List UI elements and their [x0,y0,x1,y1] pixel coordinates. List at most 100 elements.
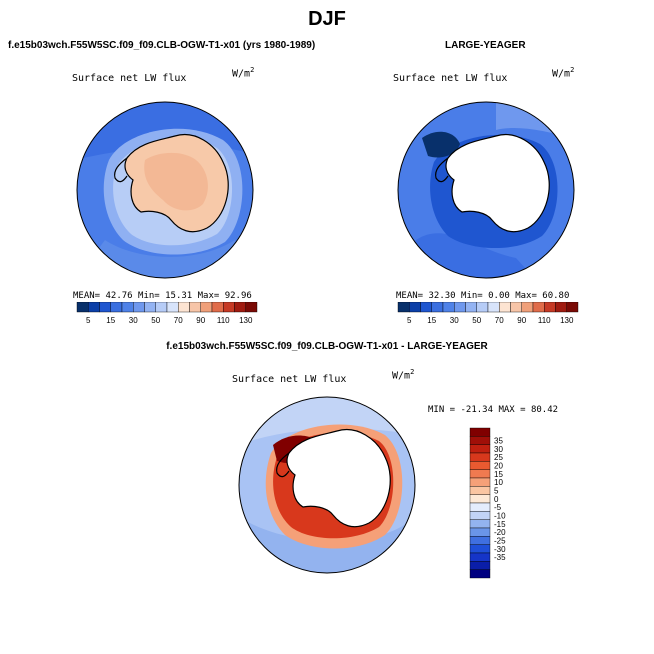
panel3-colorbar-swatch [469,436,491,445]
panel2-colorbar-swatch [544,302,556,313]
panel3-colorbar-swatch [469,486,491,495]
panel1-colorbar-tick-label: 15 [106,316,115,325]
panel3-colorbar-swatch [469,502,491,512]
panel1-colorbar-swatch [99,302,111,313]
panel1-colorbar-swatch [76,302,89,313]
panel2-units: W/m2 [552,66,575,80]
panel1-colorbar-swatch [189,302,201,313]
panel1-colorbar-swatch [211,302,224,313]
panel1-colorbar-swatch [223,302,235,313]
panel1-colorbar-tick-label: 50 [151,316,160,325]
panel3-colorbar-tick-label: -10 [494,512,506,521]
panel3-colorbar-tick-label: 25 [494,453,503,462]
panel1-colorbar-swatch [178,302,190,313]
panel2-colorbar-swatch [510,302,522,313]
panel3-colorbar-swatch [469,427,491,437]
panel2-colorbar-tick-label: 30 [450,316,459,325]
panel2-colorbar-swatch [476,302,489,313]
panel3-colorbar-swatch [469,452,491,462]
panel1-colorbar-swatch [166,302,179,313]
panel1-polar-map [76,101,254,279]
panel3-antarctica [286,429,391,528]
panel1-stats: MEAN= 42.76 Min= 15.31 Max= 92.96 [73,291,252,301]
panel3-variable-label: Surface net LW flux [232,374,347,385]
panel3-colorbar-tick-label: -15 [494,520,506,529]
panel1-colorbar-tick-label: 130 [239,316,253,325]
panel3-colorbar-swatch [469,569,491,579]
panel2-colorbar: 5 15 30 50 70 90 110 130 [397,302,579,325]
panel1-antarctica-interior [144,152,208,211]
panel1-colorbar-swatch [110,302,123,313]
panel2-colorbar-swatch [555,302,567,313]
panel2-colorbar-tick-label: 50 [472,316,481,325]
panel2-colorbar-swatch [566,302,579,313]
panel2-peninsula [435,157,449,183]
panel3-colorbar-tick-label: 5 [494,487,499,496]
panel3-colorbar-swatch [469,511,491,520]
panel2-colorbar-tick-label: 15 [427,316,436,325]
panel3-colorbar-tick-label: 10 [494,478,503,487]
panel1-colorbar-tick-label: 110 [217,316,230,325]
panel2-stats: MEAN= 32.30 Min= 0.00 Max= 60.80 [396,291,570,301]
main-title: DJF [308,8,346,30]
panel3-colorbar-tick-label: -20 [494,528,506,537]
panel3-units: W/m2 [392,368,415,382]
panel3-colorbar-swatch [469,544,491,554]
panel1-colorbar-swatch [245,302,258,313]
panel1-colorbar-tick-label: 30 [129,316,138,325]
panel2-map-border [397,101,575,279]
panel3-colorbar-tick-label: -35 [494,553,506,562]
panel2-colorbar-tick-label: 5 [407,316,412,325]
panel2-colorbar-tick-label: 90 [517,316,526,325]
panel3-colorbar-tick-label: -25 [494,537,506,546]
panel2-colorbar-swatch [397,302,410,313]
panel3-colorbar-swatch [469,494,491,504]
panel3-colorbar-swatch [469,444,491,454]
panel2-colorbar-tick-label: 70 [495,316,504,325]
panel3-polar-map [238,396,416,574]
panel2-colorbar-swatch [487,302,500,313]
panel2-polar-map [397,101,575,279]
panel3-peninsula [276,452,290,478]
panel3-stats: MIN = -21.34 MAX = 80.42 [428,405,559,415]
panel3-colorbar-tick-label: 15 [494,470,503,479]
panel3-colorbar-swatch [469,536,491,545]
panel2-colorbar-swatch [532,302,545,313]
panel3-colorbar-swatch [469,477,491,487]
panel3-colorbar-swatch [469,561,491,570]
panel2-colorbar-swatch [409,302,421,313]
panel1-map-border [76,101,254,279]
panel1-colorbar: 5 15 30 50 70 90 110 130 [76,302,258,325]
panel1-colorbar-swatch [133,302,145,313]
panel2-colorbar-swatch [420,302,432,313]
panel3-colorbar-tick-label: 0 [494,495,499,504]
panel1-title: f.e15b03wch.F55W5SC.f09_f09.CLB-OGW-T1-x… [8,40,316,51]
panel3-colorbar-swatch [469,469,491,479]
panel3-colorbar-tick-label: 20 [494,462,503,471]
panel3-colorbar-swatch [469,552,491,562]
panel2-colorbar-swatch [499,302,511,313]
panel2-colorbar-swatch [431,302,444,313]
panel3-colorbar-tick-label: -30 [494,545,506,554]
panel3-title: f.e15b03wch.F55W5SC.f09_f09.CLB-OGW-T1-x… [166,341,488,352]
panel3-colorbar-swatch [469,461,491,470]
panel1-variable-label: Surface net LW flux [72,73,187,84]
panel1-colorbar-swatch [121,302,134,313]
panel3-colorbar-tick-label: 30 [494,445,503,454]
panel1-units: W/m2 [232,66,255,80]
panel2-weddell-min [422,131,460,158]
panel2-colorbar-tick-label: 110 [538,316,551,325]
panel1-colorbar-tick-label: 90 [196,316,205,325]
panel3-colorbar-swatch [469,519,491,529]
panel2-colorbar-tick-label: 130 [560,316,574,325]
panel1-peninsula [114,157,128,183]
panel1-colorbar-swatch [234,302,246,313]
panel1-colorbar-tick-label: 70 [174,316,183,325]
panel3-colorbar-tick-label: 35 [494,437,503,446]
panel1-colorbar-tick-label: 5 [86,316,91,325]
panel3-map-border [238,396,416,574]
panel2-variable-label: Surface net LW flux [393,73,508,84]
panel1-colorbar-swatch [144,302,156,313]
panel3-colorbar-tick-label: -5 [494,503,502,512]
